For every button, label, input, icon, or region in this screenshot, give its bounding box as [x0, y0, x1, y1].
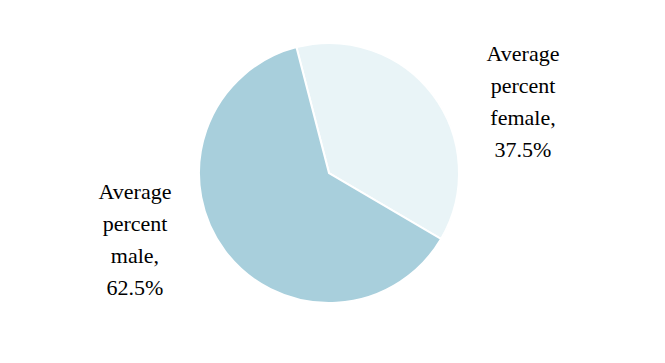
svg-text:Averagepercentmale,62.5%: Averagepercentmale,62.5% — [99, 179, 172, 300]
svg-text:Averagepercentfemale,37.5%: Averagepercentfemale,37.5% — [487, 41, 560, 162]
